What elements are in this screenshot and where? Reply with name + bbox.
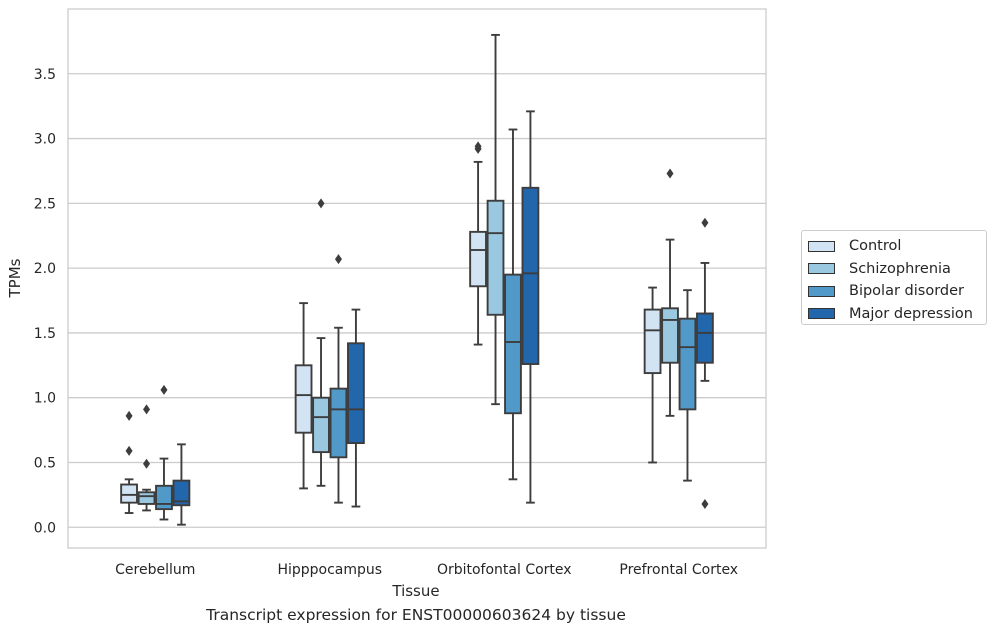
- box-body: [172, 479, 191, 507]
- box-2-2: [504, 128, 522, 481]
- box-body: [312, 396, 330, 454]
- x-tick-label: Prefrontal Cortex: [619, 562, 738, 578]
- box-0-0: [120, 410, 138, 514]
- outlier-point: [666, 168, 674, 179]
- box-1-0: [294, 302, 313, 490]
- box-body: [347, 342, 365, 445]
- figure-caption: Transcript expression for ENST0000060362…: [206, 606, 626, 624]
- box-0-3: [172, 443, 191, 526]
- outlier-point: [125, 410, 133, 421]
- legend-label-bipolar-disorder: Bipolar disorder: [849, 283, 964, 300]
- box-2-0: [469, 141, 487, 346]
- box-3-0: [643, 286, 662, 464]
- legend-label-major-depression: Major depression: [849, 305, 973, 322]
- legend-swatch-major-depression: [808, 308, 835, 320]
- x-tick-label: Hipppocampus: [277, 562, 382, 578]
- y-tick-label: 0.5: [34, 455, 56, 471]
- box-0-1: [137, 404, 156, 512]
- box-body: [294, 364, 313, 434]
- legend-swatch-schizophrenia: [808, 263, 835, 275]
- box-body: [521, 186, 540, 365]
- boxes: [120, 33, 714, 526]
- box-body: [678, 317, 697, 411]
- box-body: [486, 199, 505, 316]
- y-tick-label: 3.0: [34, 132, 56, 148]
- y-tick-label: 1.0: [34, 391, 56, 407]
- box-3-3: [696, 217, 714, 509]
- y-axis-label: TPMs: [6, 258, 24, 298]
- gridlines: [68, 73, 766, 528]
- box-1-2: [329, 254, 348, 504]
- y-tick-label: 1.5: [34, 326, 56, 342]
- box-3-1: [661, 168, 679, 417]
- y-tick-label: 3.5: [34, 67, 56, 83]
- legend-label-schizophrenia: Schizophrenia: [849, 260, 951, 277]
- outlier-point: [160, 384, 168, 395]
- legend-label-control: Control: [849, 238, 902, 255]
- legend-swatch-control: [808, 240, 835, 252]
- outlier-point: [474, 141, 482, 152]
- x-axis-label: Tissue: [391, 582, 439, 600]
- box-body: [329, 387, 348, 459]
- x-ticks: Cerebellum Hipppocampus Orbitofontal Corte…: [115, 562, 738, 578]
- y-ticks: 0.0 0.5 1.0 1.5 2.0 2.5 3.0 3.5: [34, 67, 56, 536]
- outlier-point: [701, 498, 709, 509]
- box-body: [155, 484, 173, 511]
- legend-item-control: Control: [808, 235, 986, 258]
- x-tick-label: Cerebellum: [115, 562, 195, 578]
- x-tick-label: Orbitofontal Cortex: [437, 562, 572, 578]
- box-body: [696, 312, 714, 364]
- box-0-2: [155, 384, 173, 521]
- box-body: [469, 230, 487, 288]
- box-3-2: [678, 289, 697, 482]
- y-tick-label: 2.0: [34, 261, 56, 277]
- outlier-point: [143, 458, 151, 469]
- box-body: [137, 491, 156, 505]
- y-tick-label: 2.5: [34, 196, 56, 212]
- box-1-3: [347, 308, 365, 508]
- plot-frame: [67, 8, 767, 549]
- box-body: [120, 483, 138, 504]
- outlier-point: [125, 445, 133, 456]
- box-1-1: [312, 198, 330, 487]
- legend-swatch-bipolar-disorder: [808, 285, 835, 297]
- box-2-1: [486, 33, 505, 406]
- legend-item-bipolar-disorder: Bipolar disorder: [808, 280, 986, 303]
- legend: Control Schizophrenia Bipolar disorder M…: [801, 230, 987, 325]
- legend-item-major-depression: Major depression: [808, 303, 986, 326]
- box-2-3: [521, 110, 540, 504]
- outlier-point: [317, 198, 325, 209]
- outlier-point: [701, 217, 709, 228]
- legend-item-schizophrenia: Schizophrenia: [808, 258, 986, 281]
- y-tick-label: 0.0: [34, 520, 56, 536]
- box-body: [661, 307, 679, 364]
- box-body: [643, 308, 662, 375]
- box-body: [504, 273, 522, 415]
- outlier-point: [334, 254, 342, 265]
- outlier-point: [143, 404, 151, 415]
